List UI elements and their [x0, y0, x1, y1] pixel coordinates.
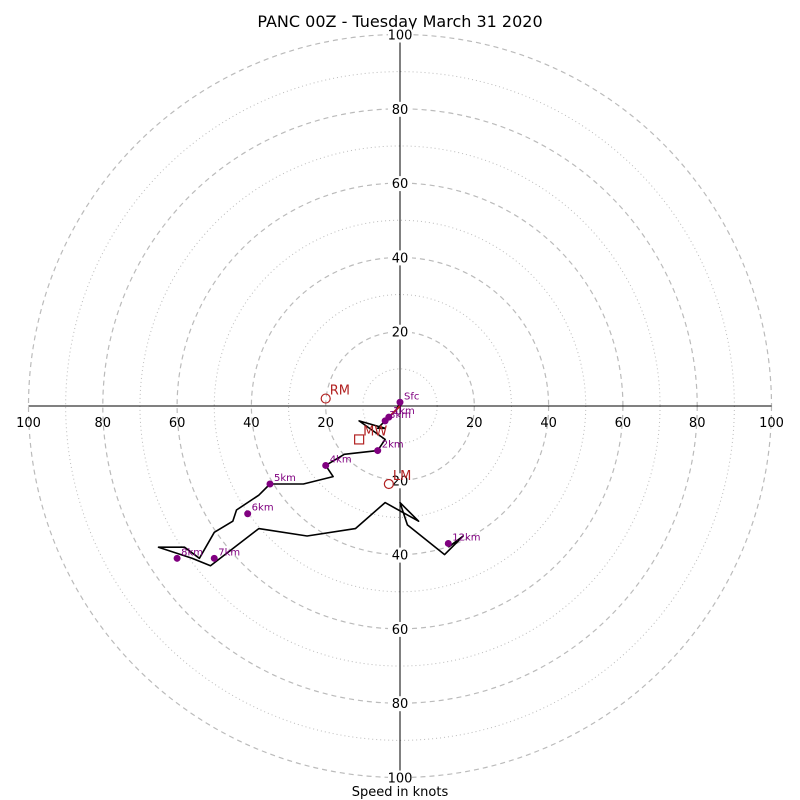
height-label-7km: 7km	[218, 547, 240, 558]
height-marker-4km	[322, 461, 330, 469]
height-label-6km: 6km	[252, 503, 274, 514]
storm-motion-marker-MW	[354, 434, 365, 445]
y-tick-top-40: 40	[392, 251, 409, 266]
x-tick-right-60: 60	[615, 416, 632, 431]
y-tick-bottom-bg-20	[388, 473, 412, 489]
storm-motion-label-MW: MW	[363, 424, 387, 439]
height-label-4km: 4km	[330, 454, 352, 465]
chart-title: PANC 00Z - Tuesday March 31 2020	[257, 12, 542, 31]
x-tick-left-100: 100	[16, 416, 41, 431]
y-tick-top-60: 60	[392, 177, 409, 192]
y-tick-top-bg-60	[388, 176, 412, 192]
storm-motion-label-RM: RM	[330, 384, 350, 399]
height-marker-12km	[444, 539, 452, 547]
height-label-2km: 2km	[382, 440, 404, 451]
height-label-3km: 3km	[389, 410, 411, 421]
storm-motion-markers: RM MW LM	[320, 384, 411, 490]
x-tick-right-40: 40	[540, 416, 557, 431]
storm-motion-marker-LM	[383, 478, 394, 490]
x-tick-left-20: 20	[317, 416, 334, 431]
height-label-12km: 12km	[452, 532, 480, 543]
tick-labels: 100 100 100 100 80 80 80 80 60 60 60 60 40 40 40 40 20 20…	[16, 27, 784, 787]
height-marker-Sfc	[396, 398, 404, 406]
x-tick-left-80: 80	[95, 416, 112, 431]
height-label-Sfc: Sfc	[404, 391, 419, 402]
wind-profile-line	[157, 401, 465, 567]
height-marker-6km	[244, 510, 252, 518]
x-axis-label: Speed in knots	[352, 785, 449, 800]
height-marker-7km	[210, 554, 218, 562]
height-marker-5km	[266, 480, 274, 488]
y-tick-bottom-40: 40	[392, 549, 409, 564]
y-tick-top-bg-80	[388, 101, 412, 117]
y-tick-top-bg-100	[388, 27, 412, 43]
height-label-1km: 1km	[393, 406, 415, 417]
x-tick-right-80: 80	[689, 416, 706, 431]
height-marker-8km	[173, 554, 181, 562]
y-tick-bottom-80: 80	[392, 697, 409, 712]
y-tick-bottom-60: 60	[392, 623, 409, 638]
y-tick-bottom-bg-80	[388, 696, 412, 712]
height-label-5km: 5km	[274, 473, 296, 484]
y-tick-top-20: 20	[392, 326, 409, 341]
y-tick-bottom-bg-60	[388, 621, 412, 637]
height-label-8km: 8km	[181, 547, 203, 558]
x-tick-left-60: 60	[169, 416, 186, 431]
storm-motion-marker-RM	[320, 393, 331, 404]
y-tick-top-bg-20	[388, 324, 412, 340]
y-tick-bottom-bg-40	[388, 547, 412, 563]
y-tick-bottom-20: 20	[392, 474, 409, 489]
y-tick-top-bg-40	[388, 250, 412, 266]
height-marker-2km	[374, 447, 382, 455]
y-tick-top-100: 100	[388, 29, 413, 44]
x-tick-left-40: 40	[243, 416, 260, 431]
y-tick-top-80: 80	[392, 103, 409, 118]
y-tick-bottom-100: 100	[388, 772, 413, 787]
storm-motion-label-LM: LM	[393, 469, 411, 484]
y-tick-bottom-bg-100	[388, 770, 412, 786]
hodograph-trace	[157, 401, 465, 567]
height-marker-3km	[381, 417, 389, 425]
x-tick-right-100: 100	[759, 416, 784, 431]
x-tick-right-20: 20	[466, 416, 483, 431]
